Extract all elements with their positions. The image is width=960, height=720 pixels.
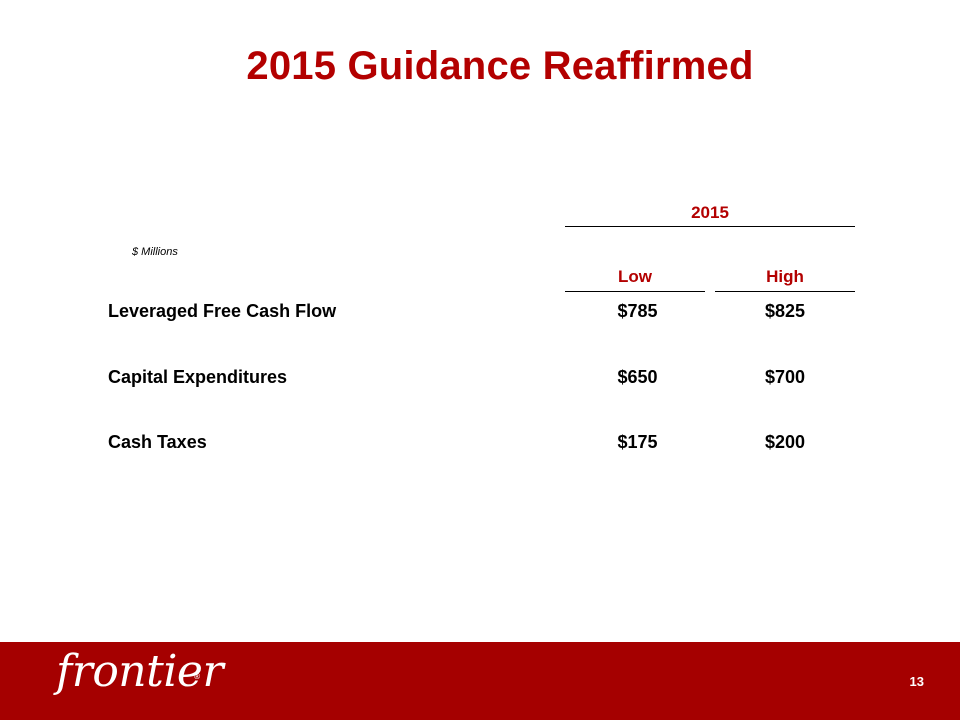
cell-high: $200 bbox=[764, 432, 806, 452]
registered-mark: ® bbox=[193, 672, 201, 681]
row-label: Leveraged Free Cash Flow bbox=[108, 301, 337, 321]
row-label: Cash Taxes bbox=[108, 432, 207, 452]
cell-high: $700 bbox=[764, 367, 806, 387]
table-group-header: 2015 bbox=[691, 203, 729, 222]
frontier-logo: frontier bbox=[56, 646, 223, 697]
column-header-high: High bbox=[766, 267, 804, 286]
low-column-rule bbox=[565, 291, 705, 292]
row-label: Capital Expenditures bbox=[108, 367, 288, 387]
column-header-low: Low bbox=[618, 267, 652, 286]
cell-low: $175 bbox=[617, 432, 658, 452]
cell-low: $785 bbox=[617, 301, 658, 321]
footer-bar: frontier ® 13 bbox=[0, 642, 960, 720]
page-number: 13 bbox=[909, 674, 924, 689]
units-note: $ Millions bbox=[132, 246, 178, 258]
cell-high: $825 bbox=[764, 301, 806, 321]
cell-low: $650 bbox=[617, 367, 658, 387]
high-column-rule bbox=[715, 291, 855, 292]
slide-title: 2015 Guidance Reaffirmed bbox=[246, 44, 754, 88]
group-header-rule bbox=[565, 226, 855, 227]
